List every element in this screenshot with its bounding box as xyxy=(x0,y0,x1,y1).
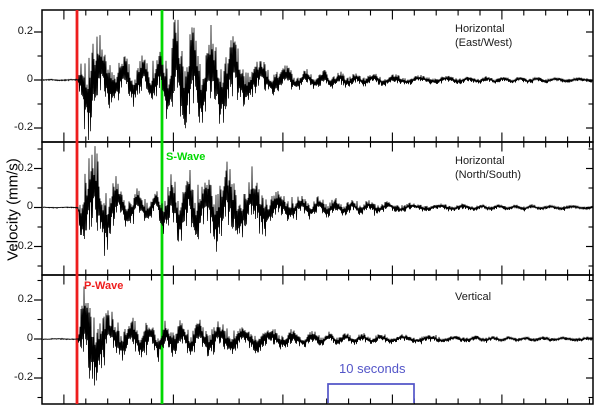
ytick-label: 0 xyxy=(26,332,33,344)
ytick-label: -0.2 xyxy=(14,371,33,383)
ytick-label: 0.2 xyxy=(17,293,33,305)
ytick-label: 0 xyxy=(26,73,33,85)
ytick-label: 0.2 xyxy=(17,162,33,174)
ytick-label: 0 xyxy=(26,200,33,212)
ytick-label: -0.2 xyxy=(14,121,33,133)
panel-title-east-west-line1: Horizontal xyxy=(455,23,505,35)
scale-bar-label: 10 seconds xyxy=(339,361,406,376)
panel-title-north-south-line1: Horizontal xyxy=(455,155,505,167)
ytick-label: -0.2 xyxy=(14,240,33,252)
ytick-label: 0.2 xyxy=(17,25,33,37)
p-wave-label: P-Wave xyxy=(84,280,124,292)
s-wave-label: S-Wave xyxy=(166,151,206,163)
panel-title-north-south-line2: (North/South) xyxy=(455,169,522,181)
panel-title-vertical: Vertical xyxy=(455,291,492,303)
panel-title-east-west-line2: (East/West) xyxy=(455,37,513,49)
